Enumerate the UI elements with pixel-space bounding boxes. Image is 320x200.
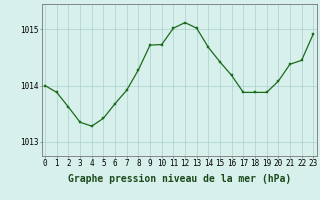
X-axis label: Graphe pression niveau de la mer (hPa): Graphe pression niveau de la mer (hPa) <box>68 174 291 184</box>
